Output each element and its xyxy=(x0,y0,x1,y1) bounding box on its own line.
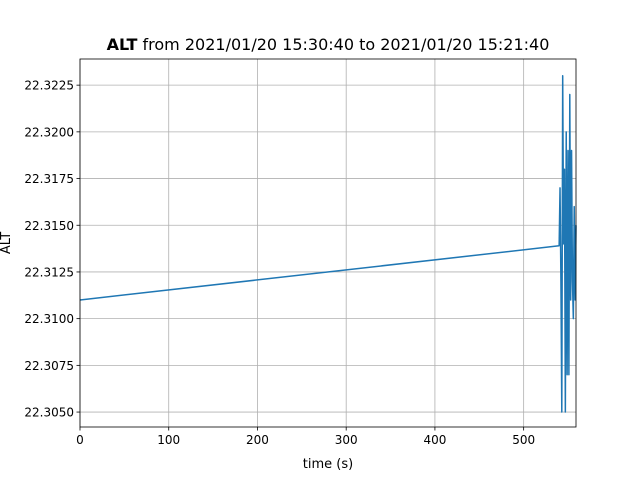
x-tick-label: 300 xyxy=(335,433,358,447)
y-axis-label: ALT xyxy=(0,232,14,254)
x-tick-label: 100 xyxy=(157,433,180,447)
grid-lines xyxy=(79,59,576,427)
x-tick-label: 500 xyxy=(512,433,535,447)
x-axis-label: time (s) xyxy=(303,457,353,472)
y-axis-ticks: 22.3050 22.3075 22.3100 22.3125 22.3150 22.31… xyxy=(24,79,80,420)
y-tick-label: 22.3175 xyxy=(24,172,74,186)
y-tick-label: 22.3075 xyxy=(24,359,74,373)
y-tick-label: 22.3225 xyxy=(24,79,74,93)
chart-title-bold: ALT xyxy=(107,35,138,54)
chart-title: ALT from 2021/01/20 15:30:40 to 2021/01/… xyxy=(107,35,550,54)
series-line xyxy=(79,75,577,413)
y-tick-label: 22.3050 xyxy=(24,406,74,420)
y-tick-label: 22.3125 xyxy=(24,265,74,279)
x-axis-ticks: 0 100 200 300 400 500 xyxy=(76,427,535,447)
x-tick-label: 0 xyxy=(76,433,84,447)
x-tick-label: 200 xyxy=(246,433,269,447)
plot-frame xyxy=(79,58,577,428)
y-tick-label: 22.3150 xyxy=(24,219,74,233)
y-tick-label: 22.3200 xyxy=(24,125,74,139)
x-tick-label: 400 xyxy=(423,433,446,447)
chart-title-rest: from 2021/01/20 15:30:40 to 2021/01/20 1… xyxy=(137,35,549,54)
y-tick-label: 22.3100 xyxy=(24,312,74,326)
